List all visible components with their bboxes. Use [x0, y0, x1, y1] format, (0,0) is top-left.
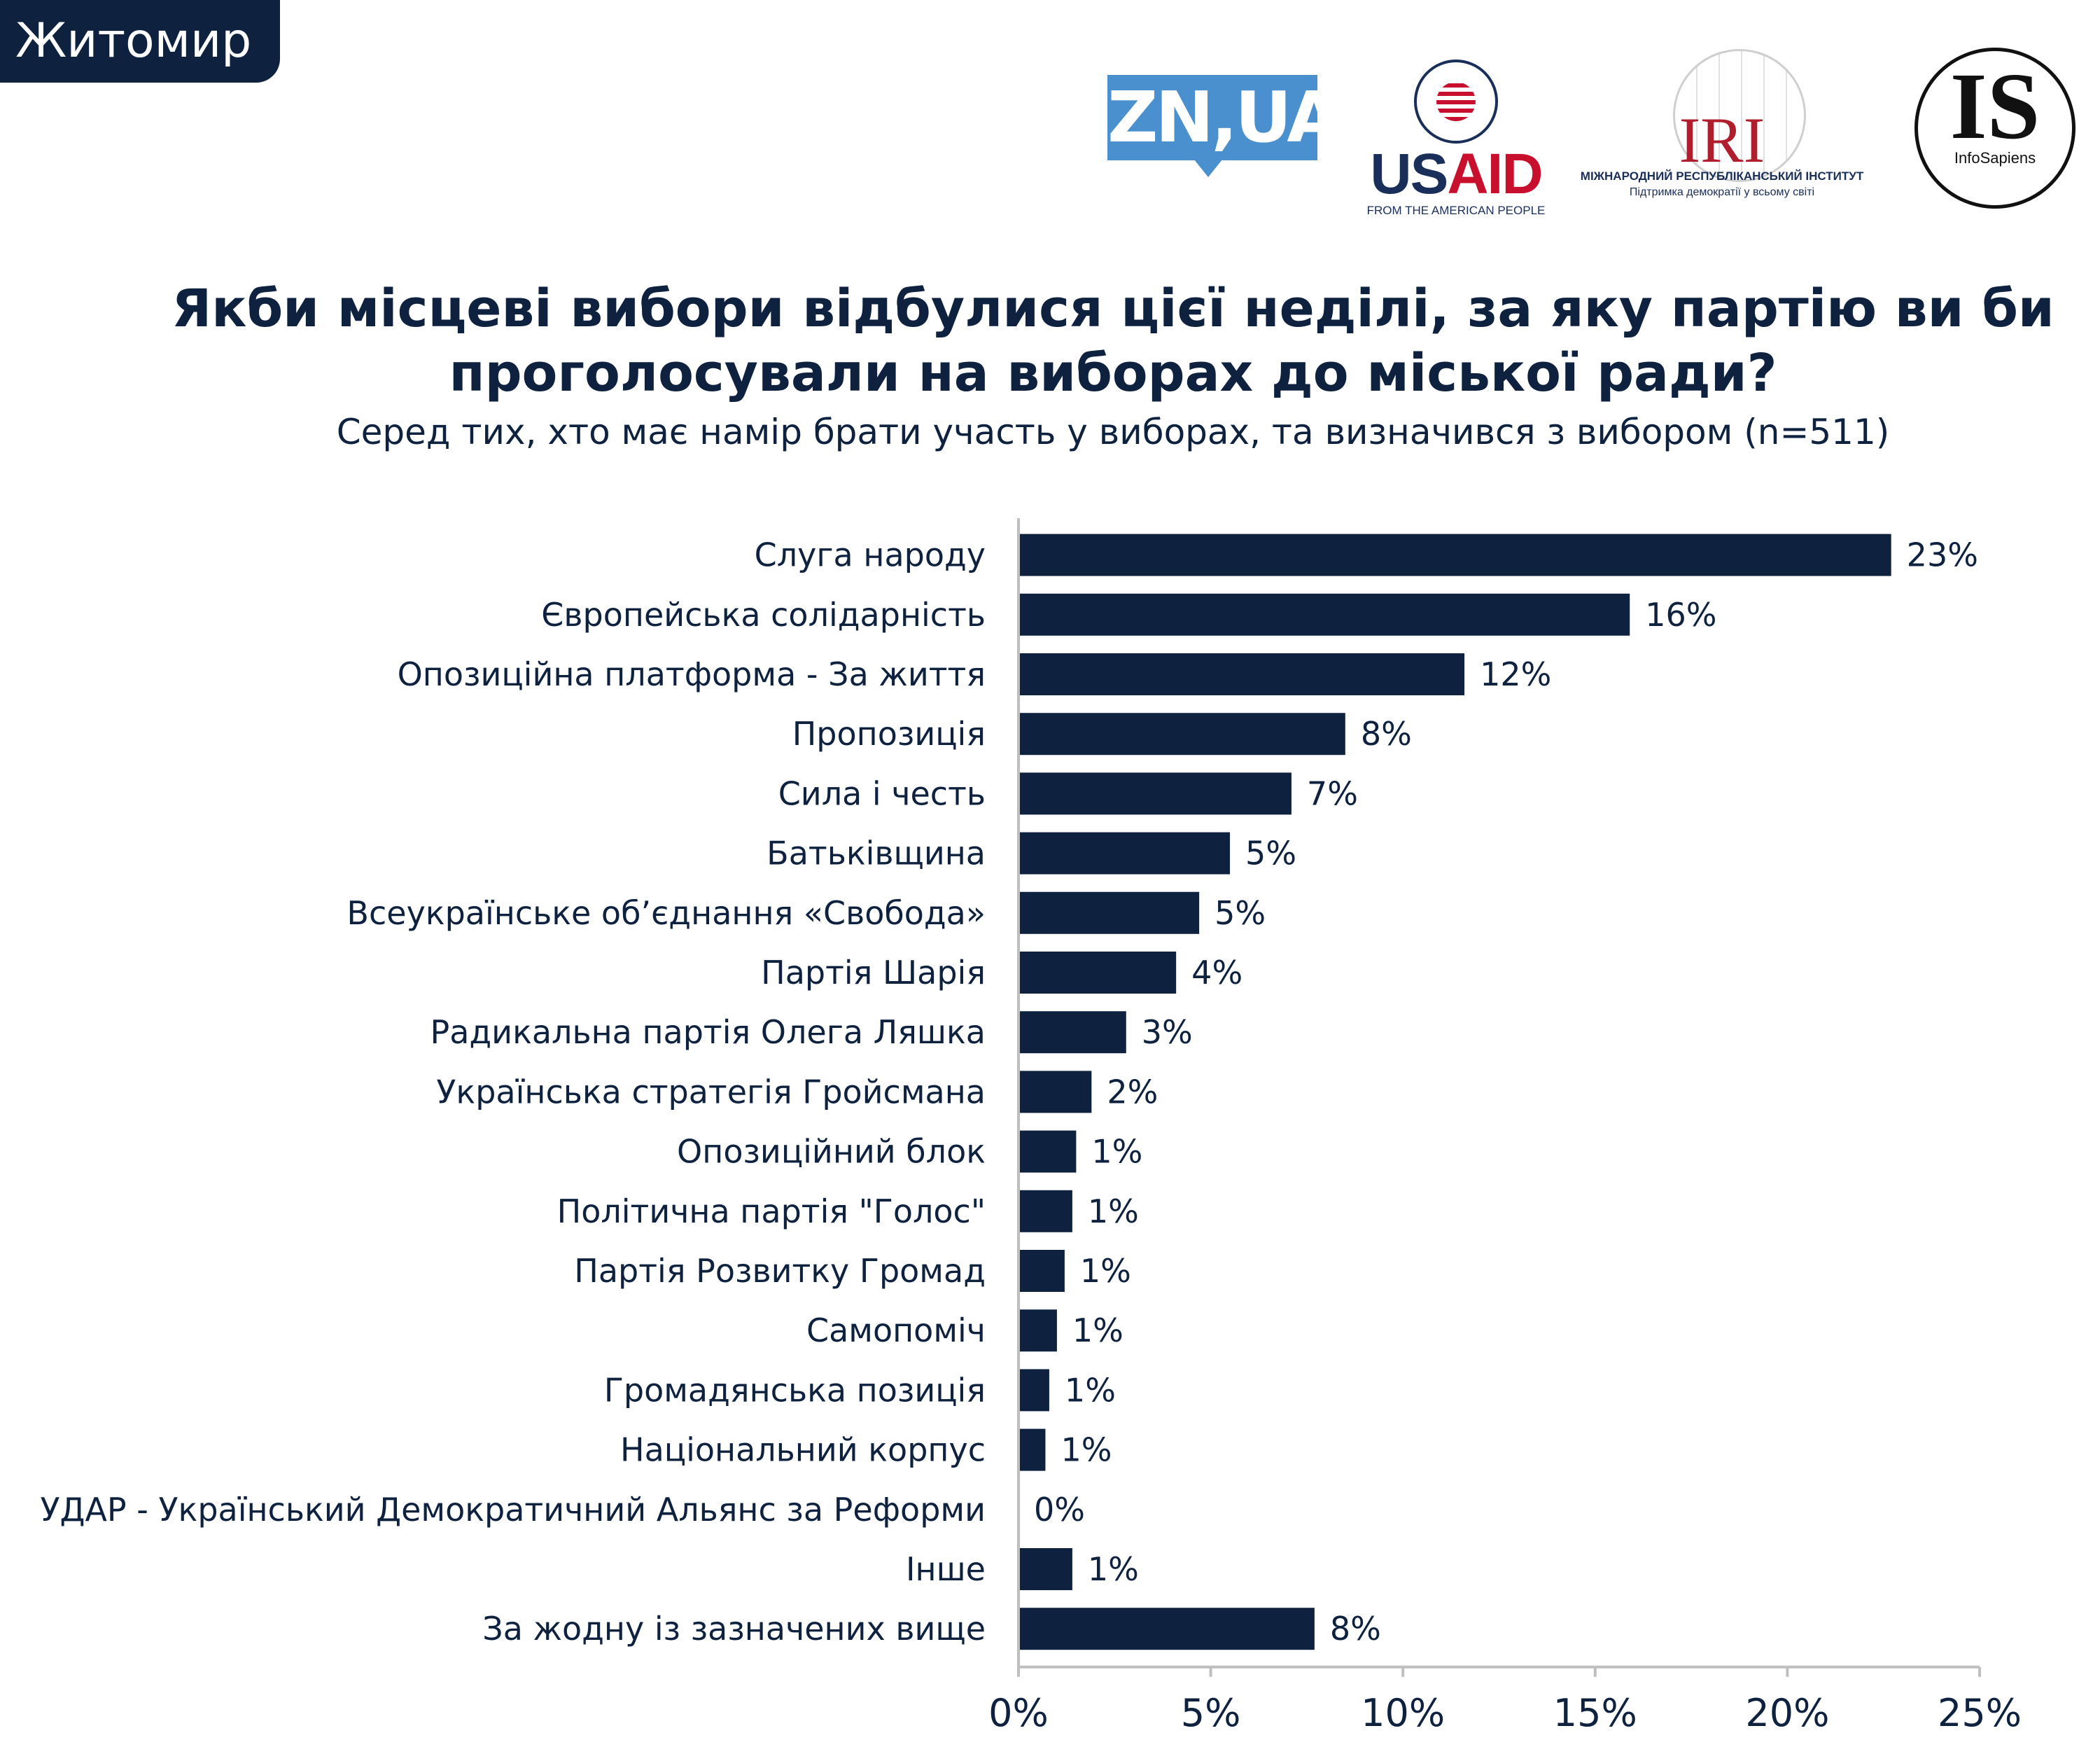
category-label: За жодну із зазначених вище [482, 1610, 986, 1648]
bar [1018, 1428, 1046, 1471]
x-tick-label: 10% [1361, 1691, 1445, 1735]
globe-icon [1673, 49, 1806, 182]
data-label: 1% [1072, 1311, 1124, 1349]
iri-tagline: Підтримка демократії у всьому світі [1629, 186, 1815, 198]
data-label: 5% [1214, 894, 1266, 932]
data-label: 12% [1480, 655, 1551, 693]
category-label: Радикальна партія Олега Ляшка [430, 1013, 986, 1051]
bar [1018, 1011, 1126, 1054]
zn-ua-logo: ZN,UA [1107, 75, 1341, 177]
x-tick-label: 25% [1938, 1691, 2022, 1735]
bar [1018, 1369, 1049, 1412]
bar [1018, 1130, 1077, 1173]
category-label: Громадянська позиція [604, 1371, 986, 1409]
data-label: 7% [1307, 774, 1358, 812]
category-label: Сила і честь [778, 774, 986, 812]
category-label: Інше [906, 1550, 986, 1588]
usaid-logo: USAID FROM THE AMERICAN PEOPLE [1358, 60, 1554, 217]
bar [1018, 1250, 1065, 1292]
iri-name: МІЖНАРОДНИЙ РЕСПУБЛІКАНСЬКИЙ ІНСТИТУТ [1580, 169, 1864, 183]
bar [1018, 1190, 1072, 1232]
infosapiens-logo: IS InfoSapiens [1914, 48, 2076, 209]
bar [1018, 713, 1345, 756]
data-label: 2% [1107, 1073, 1158, 1111]
category-label: Пропозиція [792, 715, 986, 753]
zn-ua-logo-tail [1191, 156, 1225, 177]
category-label: Національний корпус [620, 1431, 986, 1469]
bar [1018, 534, 1891, 576]
bar [1018, 1071, 1092, 1113]
usaid-tagline: FROM THE AMERICAN PEOPLE [1366, 204, 1546, 217]
data-label: 1% [1060, 1431, 1112, 1469]
chart-title: Якби місцеві вибори відбулися цієї неділ… [172, 279, 2054, 403]
data-label: 23% [1907, 536, 1978, 574]
iri-logo: IRI МІЖНАРОДНИЙ РЕСПУБЛІКАНСЬКИЙ ІНСТИТУ… [1568, 49, 1876, 210]
usaid-seal-icon [1414, 60, 1498, 144]
data-label: 5% [1245, 835, 1296, 872]
category-label: Самопоміч [806, 1311, 986, 1349]
data-label: 16% [1645, 596, 1716, 634]
chart-subtitle: Серед тих, хто має намір брати участь у … [336, 412, 1890, 452]
infosapiens-letters: IS [1949, 54, 2040, 159]
data-label: 8% [1330, 1610, 1381, 1648]
bar [1018, 1309, 1057, 1352]
category-label: Політична партія "Голос" [557, 1192, 986, 1230]
data-label: 1% [1065, 1371, 1116, 1409]
data-label: 4% [1191, 954, 1242, 991]
data-label: 1% [1088, 1192, 1139, 1230]
category-label: Слуга народу [755, 536, 986, 574]
usaid-wordmark: USAID [1358, 146, 1554, 203]
x-tick-label: 15% [1553, 1691, 1637, 1735]
data-label: 1% [1088, 1550, 1139, 1588]
category-label: Опозиційна платформа - За життя [398, 655, 986, 693]
data-label: 1% [1091, 1133, 1142, 1171]
bar [1018, 832, 1231, 875]
category-label: УДАР - Український Демократичний Альянс … [40, 1491, 986, 1529]
x-tick-label: 20% [1745, 1691, 1829, 1735]
bar [1018, 653, 1465, 695]
iri-wordmark: IRI [1679, 104, 1765, 176]
city-tab: Житомир [0, 0, 280, 83]
bar [1018, 1548, 1072, 1590]
zn-ua-logo-text: ZN,UA [1107, 76, 1341, 158]
x-tick-label: 0% [988, 1691, 1049, 1735]
data-label: 0% [1034, 1491, 1085, 1529]
category-label: Партія Розвитку Громад [574, 1252, 986, 1290]
x-tick-label: 5% [1181, 1691, 1241, 1735]
category-label: Опозиційний блок [677, 1133, 986, 1171]
usaid-us-text: US [1370, 142, 1448, 206]
category-label: Українська стратегія Гройсмана [436, 1073, 986, 1111]
infosapiens-name: InfoSapiens [1954, 149, 2036, 167]
category-label: Всеукраїнське об’єднання «Свобода» [346, 894, 986, 932]
data-label: 1% [1080, 1252, 1131, 1290]
category-label: Батьківщина [766, 835, 986, 872]
data-label: 3% [1142, 1013, 1193, 1051]
bar [1018, 891, 1200, 934]
bar [1018, 772, 1292, 815]
bar [1018, 593, 1630, 636]
category-label: Європейська солідарність [541, 596, 986, 634]
data-label: 8% [1361, 715, 1412, 753]
category-label: Партія Шарія [761, 954, 986, 991]
bar [1018, 1608, 1315, 1650]
usaid-aid-text: AID [1447, 142, 1543, 206]
bar [1018, 952, 1177, 994]
